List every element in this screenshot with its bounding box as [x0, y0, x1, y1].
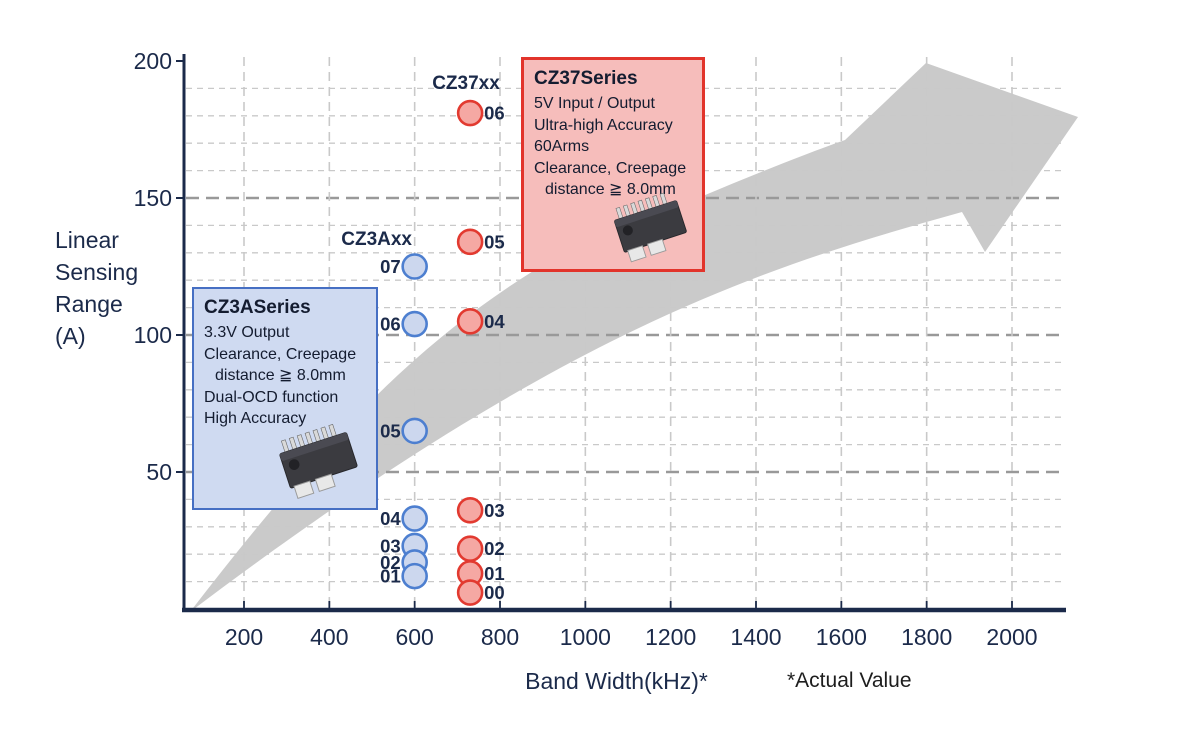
y-tick-label: 200 — [134, 48, 172, 74]
cz37-callout-line: 60Arms — [534, 138, 590, 155]
cz3a-callout-line: Dual-OCD function — [204, 388, 339, 406]
soic-chip-photo — [279, 423, 358, 499]
point-CZ37xx-04 — [456, 307, 484, 335]
point-label-CZ37xx-01: 01 — [484, 563, 505, 584]
y-axis-title-line: Linear — [55, 227, 119, 253]
point-CZ37xx-03 — [456, 497, 484, 524]
point-label-CZ3Axx-04: 04 — [380, 508, 401, 529]
x-tick-label: 1200 — [645, 624, 696, 650]
point-label-CZ3Axx-05: 05 — [380, 420, 401, 441]
y-axis-title-line: (A) — [55, 323, 86, 349]
point-CZ3Axx-06 — [401, 310, 428, 338]
point-CZ3Axx-07 — [401, 253, 428, 280]
point-CZ3Axx-04 — [401, 505, 428, 532]
point-label-CZ3Axx-07: 07 — [380, 256, 401, 277]
soic-chip-photo — [614, 192, 687, 263]
cz3a-callout-line: Clearance, Creepage — [204, 345, 357, 363]
y-axis-title: Linear Sensing Range (A) — [55, 224, 138, 352]
series-label-cz37xx: CZ37xx — [432, 73, 500, 94]
x-tick-label: 600 — [395, 624, 433, 650]
cz37-callout-line: 5V Input / Output — [534, 95, 655, 112]
axes — [182, 54, 1066, 613]
y-tick-label: 50 — [146, 459, 172, 485]
x-tick-label: 200 — [225, 624, 263, 650]
point-CZ37xx-00 — [456, 579, 484, 606]
x-tick-label: 2000 — [986, 624, 1037, 650]
x-tick-label: 1000 — [560, 624, 611, 650]
y-tick-label: 100 — [134, 322, 172, 348]
cz37-series-callout: CZ37Series 5V Input / Output Ultra-high … — [521, 57, 705, 272]
tick-marks — [176, 60, 1013, 609]
actual-value-note: *Actual Value — [787, 669, 912, 692]
cz3a-series-callout: CZ3ASeries 3.3V Output Clearance, Creepa… — [192, 287, 378, 510]
x-tick-label: 1600 — [816, 624, 867, 650]
point-CZ37xx-06 — [456, 99, 484, 127]
trend-arrow-icon — [190, 63, 1078, 612]
point-label-CZ37xx-04: 04 — [484, 311, 505, 332]
cz37-callout-line: Ultra-high Accuracy — [534, 116, 673, 134]
y-axis-title-line: Range — [55, 291, 123, 317]
x-axis-title: Band Width(kHz)* — [525, 668, 708, 694]
x-tick-label: 1800 — [901, 624, 952, 650]
cz37-callout-line: Clearance, Creepage — [534, 159, 687, 177]
tick-labels: 50 100 150 200 200 400 600 800 1000 1200 1400 1600 1… — [134, 48, 1038, 650]
y-tick-label: 150 — [134, 185, 172, 211]
series-label-cz3axx: CZ3Axx — [341, 229, 412, 250]
x-tick-label: 1400 — [730, 624, 781, 650]
point-CZ3Axx-05 — [401, 417, 428, 445]
point-label-CZ37xx-03: 03 — [484, 500, 505, 521]
y-axis-title-line: Sensing — [55, 259, 139, 285]
cz3a-callout-line: 3.3V Output — [204, 324, 290, 341]
x-tick-label: 800 — [481, 624, 519, 650]
cz37-callout-title: CZ37Series — [534, 68, 638, 89]
point-CZ3Axx-01 — [401, 562, 428, 590]
point-label-CZ3Axx-06: 06 — [380, 314, 401, 335]
point-label-CZ37xx-00: 00 — [484, 582, 505, 603]
point-label-CZ37xx-02: 02 — [484, 538, 505, 559]
point-label-CZ3Axx-03: 03 — [380, 535, 401, 556]
point-label-CZ37xx-06: 06 — [484, 103, 505, 124]
point-CZ37xx-05 — [456, 228, 484, 256]
cz3a-callout-title: CZ3ASeries — [204, 297, 311, 318]
point-CZ37xx-02 — [456, 535, 484, 563]
point-label-CZ3Axx-01: 01 — [380, 566, 401, 587]
cz37-callout-line: distance ≧ 8.0mm — [545, 181, 676, 198]
x-tick-label: 400 — [310, 624, 348, 650]
point-label-CZ3Axx-02: 02 — [380, 552, 401, 573]
cz3a-callout-line: distance ≧ 8.0mm — [215, 367, 346, 384]
cz3a-callout-line: High Accuracy — [204, 410, 307, 427]
point-label-CZ37xx-05: 05 — [484, 231, 505, 252]
